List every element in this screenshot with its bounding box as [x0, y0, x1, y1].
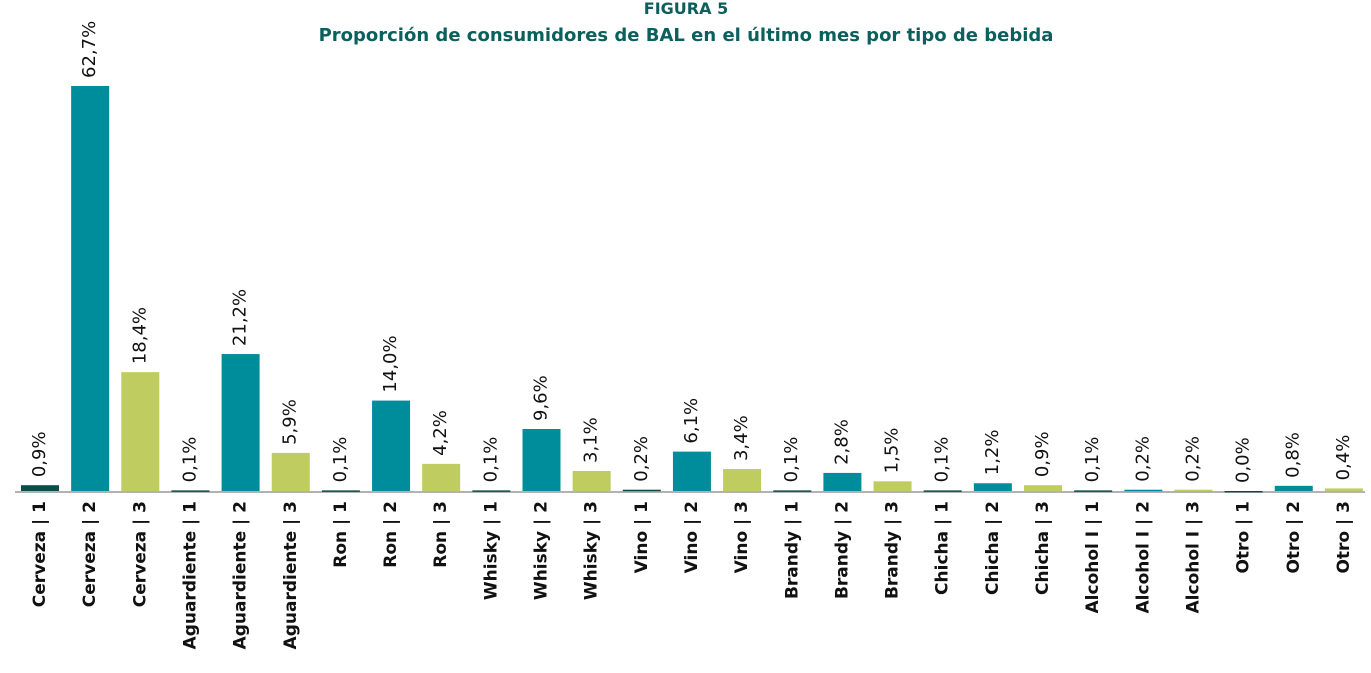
- value-label: 0,2%: [1132, 436, 1153, 482]
- bar: [71, 86, 110, 491]
- bar: [171, 490, 210, 492]
- bar: [622, 489, 661, 492]
- value-label: 9,6%: [531, 375, 552, 421]
- bar: [1274, 485, 1313, 491]
- x-tick-label: Ron | 3: [431, 501, 451, 568]
- value-label: 2,8%: [831, 419, 852, 465]
- value-label: 4,2%: [430, 410, 451, 456]
- bar: [522, 428, 561, 491]
- x-tick-label: Brandy | 3: [883, 501, 903, 599]
- x-tick-label: Cerveza | 2: [80, 501, 100, 607]
- x-tick-label: Otro | 3: [1334, 501, 1354, 574]
- value-label: 0,1%: [1082, 437, 1103, 483]
- x-tick-label: Vino | 2: [682, 501, 702, 573]
- x-tick-label: Brandy | 2: [832, 501, 852, 599]
- value-label: 14,0%: [380, 335, 401, 392]
- bar: [1074, 490, 1113, 492]
- x-tick-label: Ron | 1: [331, 501, 351, 568]
- value-label: 0,1%: [330, 437, 351, 483]
- bar: [21, 485, 59, 491]
- value-label: 0,9%: [29, 431, 50, 477]
- value-label: 0,9%: [1032, 431, 1053, 477]
- x-tick-label: Whisky | 2: [532, 501, 552, 600]
- bar: [723, 469, 762, 491]
- bar: [1324, 488, 1363, 491]
- x-tick-label: Whisky | 1: [481, 501, 501, 600]
- value-label: 1,2%: [982, 430, 1003, 476]
- bar: [773, 490, 812, 492]
- x-tick-label: Otro | 1: [1234, 501, 1254, 574]
- x-tick-label: Chicha | 1: [933, 501, 953, 595]
- bar: [873, 481, 912, 491]
- bar: [672, 451, 711, 491]
- x-tick-label: Aguardiente | 2: [231, 501, 251, 649]
- x-tick-label: Whisky | 3: [582, 501, 602, 600]
- value-label: 1,5%: [882, 428, 903, 474]
- value-label: 3,4%: [731, 415, 752, 461]
- value-label: 21,2%: [230, 289, 251, 346]
- x-tick-label: Chicha | 3: [1033, 501, 1053, 595]
- x-tick-label: Alcohol I | 3: [1183, 501, 1203, 613]
- value-label: 0,0%: [1233, 437, 1254, 483]
- value-label: 5,9%: [280, 399, 301, 445]
- chart-subtitle: Proporción de consumidores de BAL en el …: [319, 25, 1054, 46]
- bar: [1174, 489, 1213, 492]
- bar: [121, 372, 160, 491]
- value-label: 0,2%: [631, 436, 652, 482]
- bar: [1224, 491, 1263, 493]
- bar: [422, 463, 461, 491]
- bar: [321, 490, 360, 492]
- chart-title: FIGURA 5: [644, 0, 728, 18]
- bar: [572, 470, 611, 491]
- bar: [823, 472, 862, 491]
- x-tick-label: Alcohol I | 2: [1133, 501, 1153, 613]
- x-tick-label: Aguardiente | 3: [281, 501, 301, 649]
- bar: [271, 452, 310, 491]
- bar: [923, 490, 962, 492]
- value-label: 0,1%: [179, 437, 200, 483]
- x-tick-label: Otro | 2: [1284, 501, 1304, 574]
- bar: [1024, 485, 1062, 491]
- value-label: 0,4%: [1333, 435, 1354, 481]
- value-label: 0,1%: [781, 437, 802, 483]
- bar: [1124, 489, 1163, 492]
- x-tick-label: Aguardiente | 1: [180, 501, 200, 649]
- value-label: 0,2%: [1182, 436, 1203, 482]
- x-tick-label: Chicha | 2: [983, 501, 1003, 595]
- value-label: 0,8%: [1283, 432, 1304, 478]
- x-tick-label: Cerveza | 1: [30, 501, 50, 607]
- bar: [973, 483, 1012, 491]
- value-label: 62,7%: [79, 21, 100, 78]
- x-tick-label: Ron | 2: [381, 501, 401, 568]
- x-tick-label: Cerveza | 3: [130, 501, 150, 607]
- x-tick-label: Vino | 1: [632, 501, 652, 573]
- value-label: 0,1%: [932, 437, 953, 483]
- value-label: 6,1%: [681, 398, 702, 444]
- bar: [372, 400, 411, 491]
- x-tick-label: Brandy | 1: [782, 501, 802, 599]
- x-tick-label: Vino | 3: [732, 501, 752, 573]
- bar: [472, 490, 511, 492]
- value-label: 0,1%: [480, 437, 501, 483]
- value-label: 3,1%: [581, 417, 602, 463]
- value-label: 18,4%: [129, 307, 150, 364]
- x-tick-label: Alcohol I | 1: [1083, 501, 1103, 613]
- bar: [221, 354, 260, 491]
